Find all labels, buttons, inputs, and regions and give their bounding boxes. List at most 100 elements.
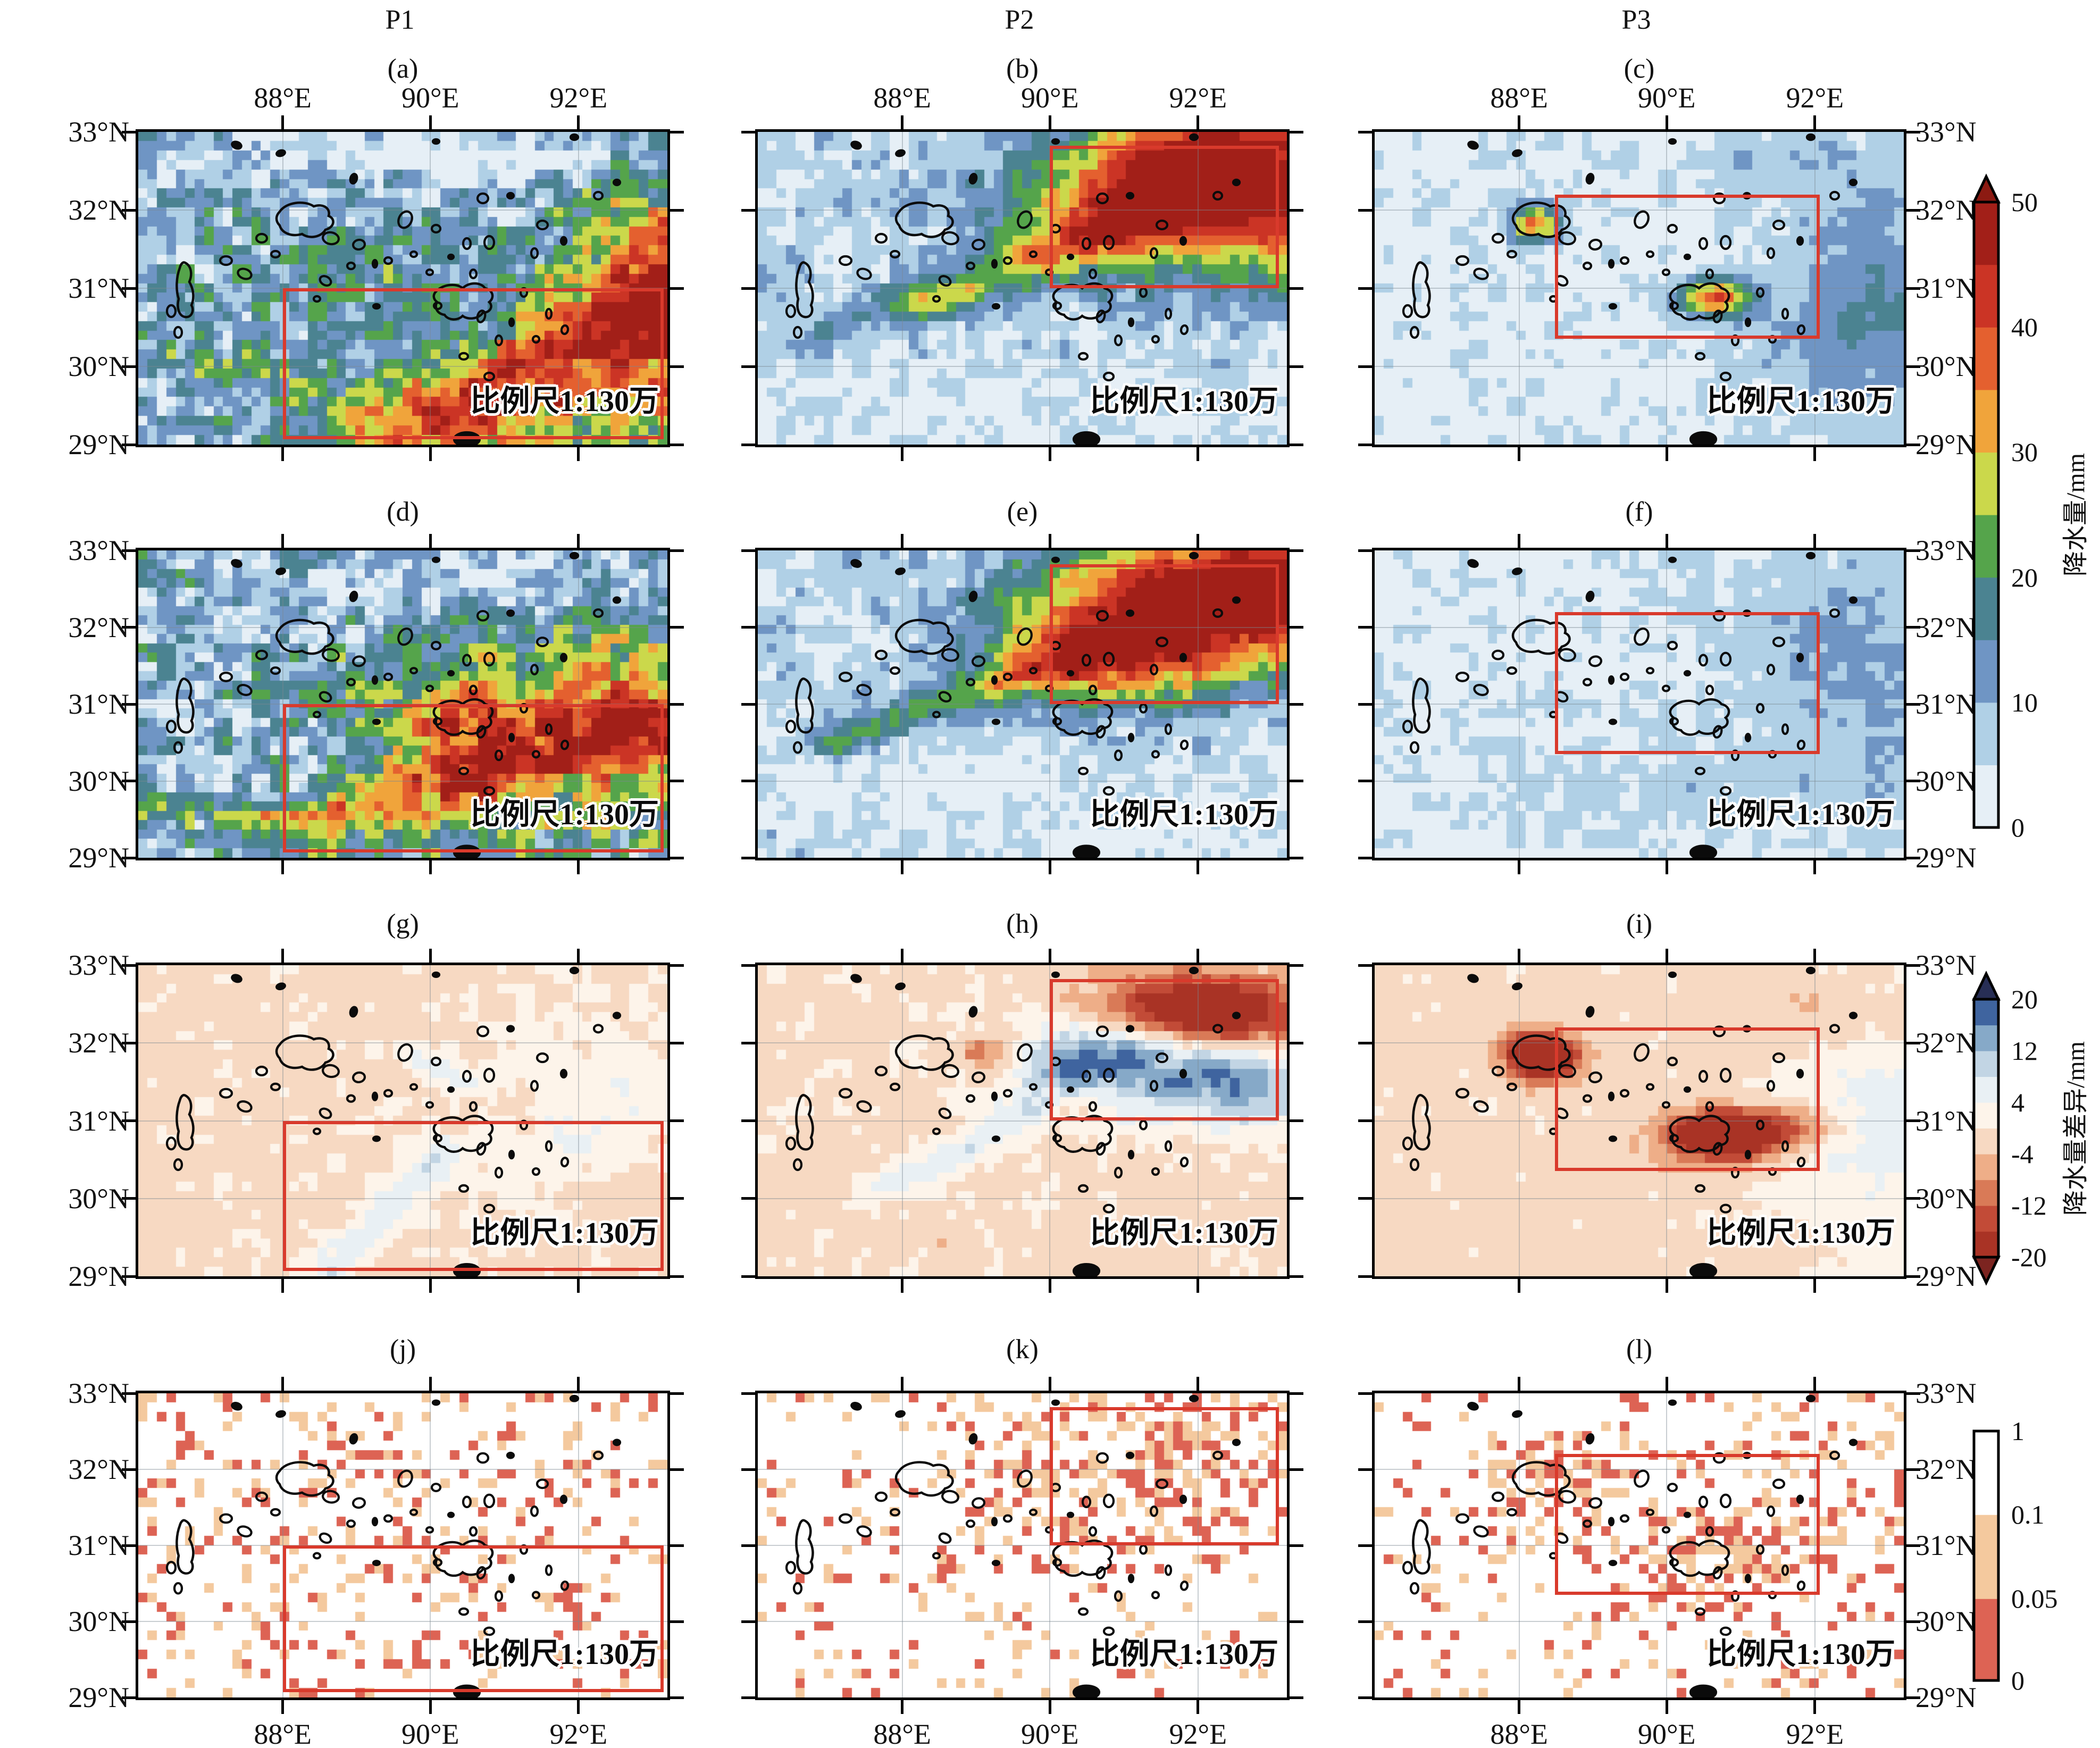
- lat-tick: [1290, 1041, 1303, 1044]
- lat-tick: [1290, 626, 1303, 629]
- map-scale-label: 比例尺1:130万: [1090, 1217, 1278, 1250]
- lat-axis-label-right: 33°N: [1915, 1377, 1977, 1409]
- gridline-lat: [1375, 1469, 1904, 1470]
- lon-tick: [577, 115, 580, 129]
- gridline-lat: [138, 210, 667, 211]
- lon-tick: [901, 534, 904, 548]
- map-scale-label: 比例尺1:130万: [470, 1638, 659, 1671]
- lat-axis-label-right: 29°N: [1915, 1260, 1977, 1292]
- lat-tick: [1906, 365, 1920, 368]
- lat-tick: [122, 287, 136, 290]
- map-panel-d: 比例尺1:130万 (d) 33°N 32°N 31°N 30°N 29°N: [68, 497, 684, 874]
- lat-tick: [1358, 130, 1372, 133]
- lat-tick: [741, 702, 755, 706]
- lat-tick: [741, 1275, 755, 1278]
- lat-axis-label-right: 32°N: [1915, 1027, 1977, 1059]
- column-title-p1: P1: [385, 5, 415, 35]
- lat-axis-label-left: 31°N: [68, 688, 129, 720]
- lon-tick: [429, 447, 432, 461]
- lat-axis-label-right: 31°N: [1915, 272, 1977, 304]
- panel-letter: (k): [1006, 1334, 1039, 1365]
- colorbar-tick-label: 20: [2011, 562, 2038, 592]
- gridline-lat: [138, 366, 667, 367]
- colorbar-significance: [1972, 1429, 2000, 1682]
- lon-tick: [1048, 115, 1051, 129]
- lat-tick: [1358, 1468, 1372, 1471]
- gridline-lon: [1518, 1393, 1520, 1697]
- lon-tick: [1197, 860, 1200, 874]
- lat-tick: [741, 856, 755, 859]
- lat-tick: [1906, 964, 1920, 967]
- lat-tick: [741, 1119, 755, 1122]
- map-scale-label: 比例尺1:130万: [470, 385, 659, 418]
- lat-tick: [1290, 702, 1303, 706]
- heatmap-precip: [758, 132, 1287, 445]
- lat-tick: [1290, 1620, 1303, 1623]
- gridline-lon: [1666, 132, 1668, 445]
- colorbar-tick-label: 40: [2011, 312, 2038, 342]
- lon-tick: [281, 447, 285, 461]
- lat-tick: [122, 549, 136, 552]
- map-scale-label: 比例尺1:130万: [470, 798, 659, 831]
- gridline-lat: [138, 1469, 667, 1470]
- study-region-box: [1555, 1454, 1820, 1595]
- gridline-lat: [758, 780, 1287, 782]
- lat-tick: [1906, 1392, 1920, 1395]
- gridline-lon: [1197, 132, 1199, 445]
- lat-axis-label-right: 31°N: [1915, 1105, 1977, 1137]
- lon-axis-label: 90°E: [1637, 1718, 1696, 1748]
- lat-tick: [670, 1392, 684, 1395]
- heatmap-precip: [1375, 550, 1904, 858]
- lon-tick: [429, 860, 432, 874]
- gridline-lat: [1375, 366, 1904, 367]
- gridline-lon: [1814, 1393, 1815, 1697]
- lat-tick: [1906, 780, 1920, 782]
- lat-axis-label-left: 30°N: [68, 765, 129, 797]
- lat-tick: [1358, 1197, 1372, 1200]
- lake-outlines: [165, 133, 622, 445]
- lon-axis-label: 90°E: [1020, 1718, 1079, 1748]
- lat-axis-label-left: 30°N: [68, 1182, 129, 1215]
- lat-tick: [670, 1119, 684, 1122]
- lon-tick: [1813, 1279, 1817, 1293]
- panel-letter: (f): [1625, 497, 1653, 527]
- lat-tick: [670, 1275, 684, 1278]
- lake-outlines: [165, 551, 622, 858]
- map-scale-label: 比例尺1:130万: [1090, 1638, 1278, 1671]
- gridline-lat: [758, 1621, 1287, 1622]
- lat-tick: [741, 443, 755, 446]
- lat-tick: [1906, 626, 1920, 629]
- gridline-lon: [1197, 1393, 1199, 1697]
- study-region-box: [1050, 979, 1279, 1121]
- map-panel-c: 比例尺1:130万 (c) 88°E 90°E 92°E 33°N 32°N 31°N 30°N…: [1358, 54, 1977, 461]
- lake-outlines: [785, 1394, 1241, 1697]
- lat-tick: [670, 856, 684, 859]
- map-panel-a: 比例尺1:130万 (a) 88°E 90°E 92°E 33°N 32°N 31°N 30°N…: [68, 54, 684, 461]
- colorbar-precipitation-difference: [1972, 971, 2001, 1286]
- lat-tick: [741, 287, 755, 290]
- lat-tick: [670, 1696, 684, 1699]
- lat-tick: [1290, 365, 1303, 368]
- colorbar-tick-label: 0.1: [2011, 1500, 2045, 1530]
- lat-tick: [1290, 780, 1303, 782]
- lat-tick: [1906, 702, 1920, 706]
- study-region-box: [282, 704, 664, 853]
- lat-tick: [1290, 1544, 1303, 1547]
- colorbar-tick-label: 0.05: [2011, 1584, 2058, 1614]
- lon-tick: [1197, 1279, 1200, 1293]
- lat-tick: [741, 626, 755, 629]
- lake-outlines: [1402, 966, 1858, 1276]
- lon-axis-label: 88°E: [873, 1718, 931, 1748]
- lat-tick: [1358, 287, 1372, 290]
- lake-outlines: [785, 551, 1241, 858]
- gridline-lon: [1814, 132, 1815, 445]
- lat-tick: [670, 702, 684, 706]
- lon-tick: [1518, 1700, 1521, 1714]
- lat-tick: [1906, 1197, 1920, 1200]
- lat-tick: [670, 626, 684, 629]
- lon-tick: [577, 447, 580, 461]
- lat-axis-label-left: 31°N: [68, 272, 129, 304]
- lake-outlines: [785, 133, 1241, 445]
- lat-tick: [122, 443, 136, 446]
- gridline-lon: [1049, 132, 1051, 445]
